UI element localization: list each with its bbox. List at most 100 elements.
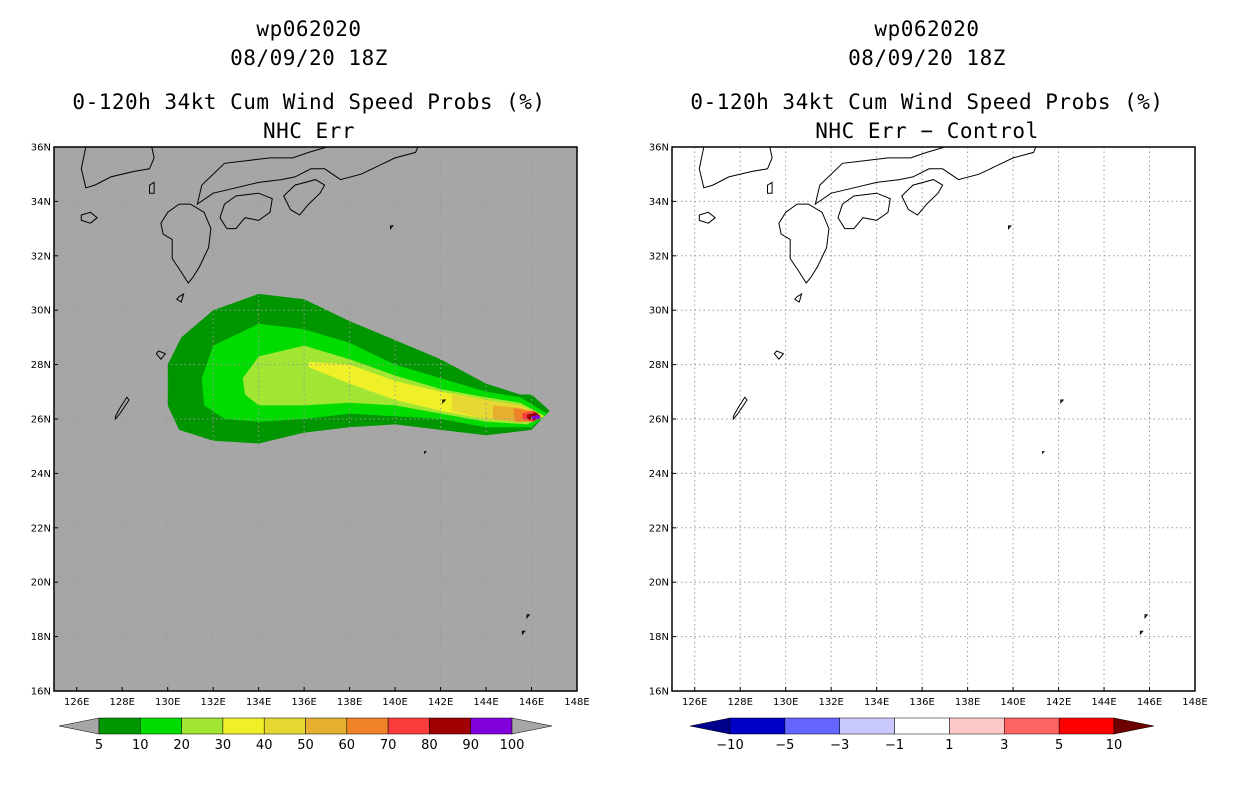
x-tick-label: 134E xyxy=(864,697,889,708)
left-probability-map: 126E 128E 130E 132E 134E 136E 138E 140E 142E 144E… xyxy=(31,143,590,709)
coastline xyxy=(34,460,39,465)
colorbar-label: 60 xyxy=(339,738,356,753)
coastline xyxy=(1008,225,1012,230)
coastline xyxy=(160,203,212,284)
coastline xyxy=(283,179,326,216)
coastline xyxy=(652,460,657,465)
colorbar-swatch xyxy=(839,717,895,735)
colorbar-start-arrow xyxy=(689,717,731,735)
colorbar-label: 50 xyxy=(297,738,314,753)
colorbar-swatch xyxy=(263,717,306,735)
x-tick-label: 138E xyxy=(337,697,362,708)
x-tick-label: 136E xyxy=(291,697,316,708)
right-subtitle: NHC Err − Control xyxy=(815,119,1039,143)
colorbar-swatch xyxy=(784,717,840,735)
colorbar-label: 70 xyxy=(380,738,397,753)
right-datetime: 08/09/20 18Z xyxy=(848,46,1006,70)
coastline xyxy=(1139,630,1144,636)
left-colorbar: 5 10 20 30 40 50 60 70 80 90 100 xyxy=(58,717,553,753)
x-tick-label: 130E xyxy=(773,697,798,708)
colorbar-swatch xyxy=(1058,717,1115,735)
right-storm-id: wp062020 xyxy=(874,17,980,41)
y-tick-label: 22N xyxy=(31,523,51,534)
left-panel: wp062020 08/09/20 18Z 0-120h 34kt Cum Wi… xyxy=(31,17,590,753)
x-tick-label: 146E xyxy=(519,697,544,708)
colorbar-label: 5 xyxy=(95,738,103,753)
x-tick-label: 128E xyxy=(728,697,753,708)
x-tick-label: 130E xyxy=(155,697,180,708)
coastline xyxy=(80,147,155,189)
colorbar-swatch xyxy=(346,717,389,735)
coastline xyxy=(814,147,1037,206)
y-tick-label: 34N xyxy=(649,197,669,208)
colorbar-label: −3 xyxy=(830,738,849,753)
coastline xyxy=(521,630,526,636)
x-tick-label: 146E xyxy=(1137,697,1162,708)
x-tick-label: 144E xyxy=(1091,697,1116,708)
right-colorbar: −10 −5 −3 −1 1 3 5 10 xyxy=(689,717,1155,753)
x-tick-label: 138E xyxy=(955,697,980,708)
y-tick-label: 22N xyxy=(649,523,669,534)
colorbar-swatch xyxy=(1004,717,1060,735)
coastline xyxy=(526,614,531,620)
colorbar-swatch xyxy=(98,717,141,735)
y-tick-label: 20N xyxy=(649,578,669,589)
colorbar-swatch xyxy=(140,717,182,735)
coastline xyxy=(1060,399,1065,405)
colorbar-label: 10 xyxy=(1106,738,1123,753)
colorbar-label: 20 xyxy=(173,738,190,753)
y-tick-label: 24N xyxy=(31,469,51,480)
right-title: 0-120h 34kt Cum Wind Speed Probs (%) xyxy=(690,90,1164,114)
coastline xyxy=(767,181,773,194)
left-datetime: 08/09/20 18Z xyxy=(230,46,388,70)
y-tick-label: 18N xyxy=(649,632,669,643)
y-tick-label: 24N xyxy=(649,469,669,480)
y-tick-label: 20N xyxy=(31,578,51,589)
y-tick-label: 28N xyxy=(31,360,51,371)
colorbar-swatch xyxy=(470,717,513,735)
x-tick-label: 142E xyxy=(1046,697,1071,708)
coastline xyxy=(155,350,167,360)
colorbar-swatch xyxy=(429,717,471,735)
colorbar-swatch xyxy=(894,717,950,735)
x-tick-label: 132E xyxy=(818,697,843,708)
coastline xyxy=(698,147,773,189)
colorbar-end-arrow xyxy=(1113,717,1155,735)
coastline xyxy=(794,292,803,303)
left-subtitle: NHC Err xyxy=(262,119,355,143)
coastline xyxy=(80,211,98,224)
coastline xyxy=(773,350,785,360)
x-tick-label: 134E xyxy=(246,697,271,708)
right-panel: wp062020 08/09/20 18Z 0-120h 34kt Cum Wi… xyxy=(618,0,1236,800)
colorbar-label: 30 xyxy=(215,738,232,753)
x-tick-label: 126E xyxy=(682,697,707,708)
y-tick-label: 30N xyxy=(649,306,669,317)
coastline xyxy=(1042,451,1045,455)
x-tick-label: 126E xyxy=(64,697,89,708)
colorbar-label: 80 xyxy=(421,738,438,753)
colorbar-swatch xyxy=(387,717,430,735)
colorbar-swatch xyxy=(949,717,1005,735)
coastline xyxy=(732,396,748,421)
y-tick-label: 32N xyxy=(31,251,51,262)
y-tick-label: 26N xyxy=(649,415,669,426)
colorbar-swatch xyxy=(222,717,265,735)
coastline xyxy=(778,203,830,284)
colorbar-label: 5 xyxy=(1055,738,1063,753)
colorbar-label: 1 xyxy=(945,738,953,753)
contour-90 xyxy=(531,414,541,420)
colorbar-label: 3 xyxy=(1000,738,1008,753)
y-tick-label: 16N xyxy=(31,687,51,698)
colorbar-end-arrow xyxy=(511,717,553,735)
x-tick-label: 140E xyxy=(1000,697,1025,708)
x-tick-label: 144E xyxy=(473,697,498,708)
x-tick-label: 140E xyxy=(382,697,407,708)
x-tick-label: 132E xyxy=(200,697,225,708)
x-tick-label: 148E xyxy=(1182,697,1207,708)
colorbar-label: 40 xyxy=(256,738,273,753)
coastline xyxy=(698,211,716,224)
y-tick-label: 34N xyxy=(31,197,51,208)
colorbar-label: 90 xyxy=(462,738,479,753)
colorbar-label: 100 xyxy=(500,738,525,753)
colorbar-start-arrow xyxy=(58,717,100,735)
